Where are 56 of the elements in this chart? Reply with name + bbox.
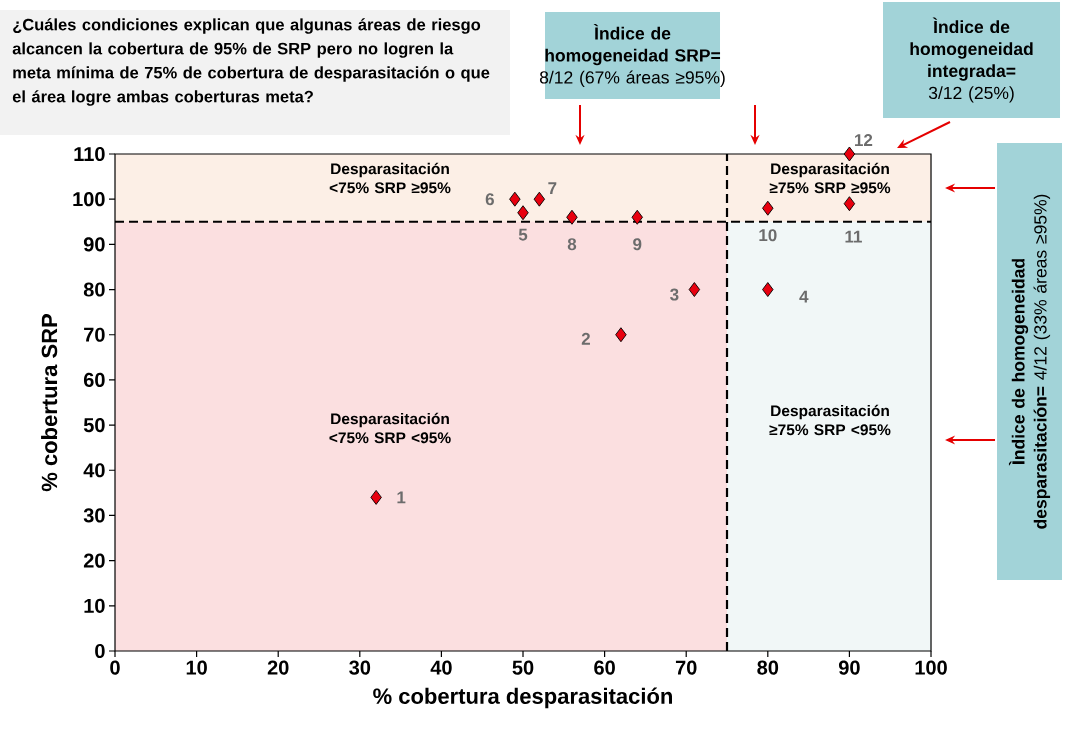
y-tick-label: 100 [73, 192, 105, 207]
annotation: 5 [518, 228, 528, 241]
y-tick-label: 90 [83, 237, 105, 252]
point [615, 327, 627, 343]
x-tick-label: 90 [838, 660, 860, 675]
y-tick-label: 0 [95, 643, 105, 659]
x-tick-label: 40 [430, 660, 452, 675]
annotation: 6 [485, 193, 494, 206]
annotation: Desparasitación ≥75% SRP <95% [769, 404, 891, 436]
point [533, 191, 546, 207]
text: Ìndice de homogeneidad SRP= 8/12 (67% áreas ≥95%) [539, 23, 725, 88]
point [509, 191, 521, 207]
annotation: 9 [633, 238, 642, 251]
annotation: Desparasitación <75% SRP <95% [329, 412, 451, 444]
x-tick-label: 20 [267, 660, 289, 675]
x-tick-label: 10 [186, 660, 207, 675]
point [688, 282, 701, 297]
annotation: 7 [548, 182, 557, 195]
annotation: Desparasitación <75% SRP ≥95% [329, 162, 451, 194]
point [566, 209, 578, 225]
y-axis-title: % cobertura SRP [41, 314, 58, 492]
annotation: 2 [581, 332, 590, 345]
y-tick-label: 10 [84, 598, 105, 613]
point [631, 209, 643, 225]
text: Ìndice de homogeneidad integrada= 3/12 (25%) [910, 17, 1033, 103]
x-axis-title: % cobertura desparasitación [373, 687, 672, 709]
y-tick-label: 30 [83, 508, 105, 523]
x-tick-label: 30 [349, 660, 371, 675]
annotation: Desparasitación ≥75% SRP ≥95% [769, 162, 891, 194]
y-tick-label: 110 [74, 146, 105, 162]
point [843, 146, 856, 162]
annotation: 4 [799, 290, 809, 303]
x-tick-label: 0 [110, 660, 120, 675]
annotation: 1 [397, 491, 406, 504]
y-tick-label: 80 [83, 282, 105, 297]
point [843, 196, 856, 212]
y-tick-label: 20 [83, 553, 105, 568]
x-tick-label: 80 [757, 660, 779, 675]
point [762, 200, 774, 216]
point [762, 282, 774, 297]
point [370, 489, 382, 505]
x-tick-label: 100 [915, 660, 947, 675]
annotation: 11 [845, 230, 862, 243]
annotation: 3 [670, 288, 679, 301]
x-tick-label: 70 [675, 660, 697, 675]
point [517, 205, 529, 221]
chart-title: ¿Cuáles condiciones explican que algunas áreas de riesgo alcancen la cobertura de 95% de SRP pero no logren la meta mínima de 75% de cobertura de desparasitación o que el área logre ambas coberturas meta? [12, 18, 490, 106]
y-tick-label: 60 [83, 372, 105, 387]
annotation: 8 [567, 238, 577, 251]
x-tick-label: 60 [594, 660, 615, 675]
y-tick-label: 40 [83, 463, 105, 478]
y-tick-label: 70 [84, 327, 105, 342]
y-tick-label: 50 [83, 418, 105, 433]
annotation: 10 [759, 229, 777, 242]
x-tick-label: 50 [512, 660, 534, 675]
annotation: 12 [855, 134, 873, 146]
